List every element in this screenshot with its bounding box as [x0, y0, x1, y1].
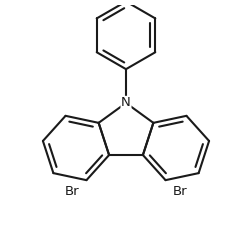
Text: Br: Br — [65, 185, 79, 199]
Text: N: N — [121, 96, 131, 109]
Text: Br: Br — [173, 185, 187, 199]
